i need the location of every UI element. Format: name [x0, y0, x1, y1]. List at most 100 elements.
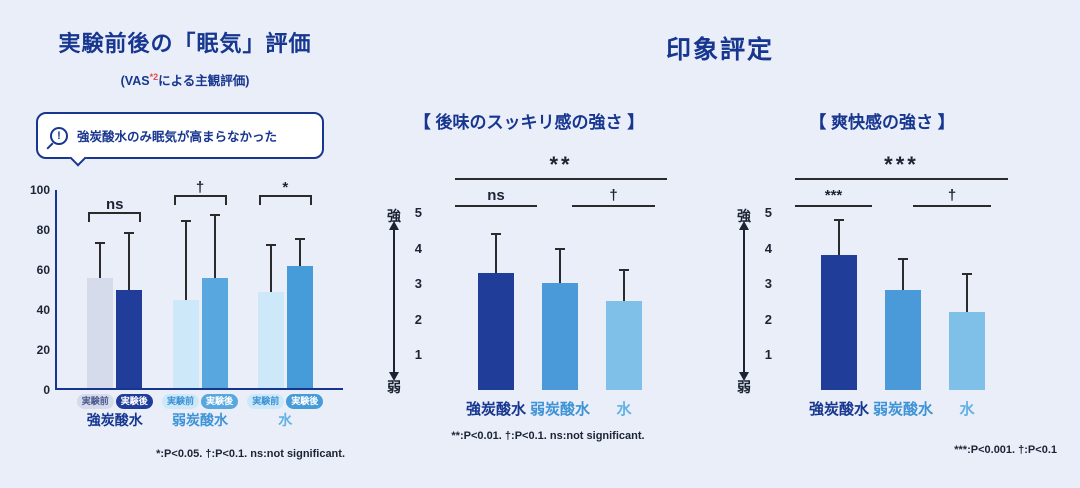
- category-label: 弱炭酸水: [172, 412, 228, 428]
- significance-label: ns: [105, 196, 124, 213]
- callout-box: ! 強炭酸水のみ眠気が高まらなかった: [36, 112, 324, 167]
- bar-column: [87, 190, 114, 388]
- bar-column: [286, 190, 313, 388]
- category-label: 強炭酸水: [808, 401, 870, 418]
- category-label: 水: [959, 401, 975, 418]
- y-tick-label: 100: [29, 183, 50, 197]
- bar: [201, 278, 228, 388]
- bar: [885, 290, 921, 390]
- significance-line: [455, 205, 537, 207]
- bar: [542, 283, 578, 390]
- category-label: 水: [278, 412, 293, 428]
- significance-label: †: [947, 187, 957, 204]
- y-label-strong: 強: [387, 208, 401, 224]
- y-tick-label: 20: [36, 343, 50, 357]
- error-bar: [184, 220, 187, 300]
- y-tick-label: 4: [414, 240, 422, 256]
- significance-label: ns: [487, 187, 505, 204]
- significance-bracket: *: [258, 180, 312, 205]
- y-tick-label: 1: [764, 347, 772, 363]
- error-bar: [99, 242, 102, 278]
- bar: [478, 272, 514, 390]
- strong-weak-arrow-icon: [393, 229, 395, 373]
- sleepiness-y-axis: 0 20 40 60 80 100: [18, 183, 50, 397]
- significance-line: [913, 205, 991, 207]
- series-pill: 実験前: [161, 394, 199, 409]
- category-label: 弱炭酸水: [872, 401, 934, 418]
- series-pill: 実験後: [115, 394, 153, 409]
- y-tick-label: 5: [414, 205, 422, 220]
- category-label: 水: [616, 401, 632, 418]
- error-bar: [269, 244, 272, 292]
- bar-column: 弱炭酸水: [530, 212, 590, 418]
- aftertaste-footnote: **:P<0.01. †:P<0.1. ns:not significant.: [451, 430, 645, 442]
- bar-group: ns 実験前 実験後 強炭酸水: [76, 190, 153, 428]
- sleepiness-chart-subtitle: (VAS*2による主観評価): [30, 70, 340, 89]
- bar-column: 強炭酸水: [466, 212, 526, 418]
- bar-column: [257, 190, 284, 388]
- y-tick-label: 1: [414, 347, 422, 363]
- y-tick-label: 5: [764, 205, 772, 220]
- significance-bracket: †: [173, 180, 227, 205]
- bar-column: 弱炭酸水: [873, 212, 933, 418]
- bar-column: [116, 190, 143, 388]
- series-pills: 実験前 実験後: [247, 394, 324, 409]
- significance-pair-right: †: [913, 186, 991, 207]
- y-axis: 1 2 3 4 5: [404, 205, 422, 390]
- significance-overall: **: [455, 152, 667, 180]
- significance-line: [572, 205, 655, 207]
- aftertaste-chart-title: 【 後味のスッキリ感の強さ 】: [413, 113, 645, 132]
- bar: [257, 292, 284, 388]
- error-bar: [966, 272, 968, 312]
- subtitle-prefix: (VAS: [120, 74, 150, 88]
- callout-text: 強炭酸水のみ眠気が高まらなかった: [77, 130, 278, 144]
- strong-weak-arrow-icon: [743, 229, 745, 373]
- sleepiness-chart-title: 実験前後の「眠気」評価: [58, 31, 312, 56]
- bar-column: 水: [606, 212, 642, 418]
- bar-column: 水: [949, 212, 985, 418]
- bar-group: † 実験前 実験後 弱炭酸水: [161, 180, 239, 428]
- error-bar: [559, 247, 561, 284]
- significance-label: †: [609, 187, 618, 204]
- series-pill: 実験前: [76, 394, 114, 409]
- y-label-strong: 強: [737, 208, 751, 224]
- refreshing-chart: 【 爽快感の強さ 】 強 弱 1 2 3 4 5 強炭酸水 弱炭酸水 水 *** *** †…: [728, 100, 1068, 470]
- significance-label: **: [549, 152, 573, 177]
- y-tick-label: 2: [764, 311, 772, 327]
- bar-column: [172, 190, 199, 388]
- error-bar: [623, 268, 625, 301]
- series-pills: 実験前 実験後: [161, 394, 239, 409]
- subtitle-footnote-marker: *2: [149, 71, 159, 82]
- y-tick-label: 4: [764, 240, 772, 256]
- error-bar: [838, 219, 840, 255]
- bar: [606, 301, 642, 390]
- series-pill: 実験後: [201, 394, 239, 409]
- bar: [116, 290, 143, 388]
- callout-tail: [69, 149, 87, 167]
- significance-label: *: [282, 179, 289, 196]
- magnifier-exclamation-icon: !: [50, 126, 68, 145]
- impression-section-title: 印象評定: [665, 36, 774, 64]
- y-tick-label: 3: [764, 276, 772, 292]
- refreshing-chart-title: 【 爽快感の強さ 】: [809, 113, 955, 132]
- plot: 強炭酸水 弱炭酸水 水: [793, 212, 1013, 418]
- series-pill: 実験前: [247, 394, 285, 409]
- bar: [286, 266, 313, 388]
- aftertaste-chart: 【 後味のスッキリ感の強さ 】 強 弱 1 2 3 4 5 強炭酸水 弱炭酸水 水 ** n…: [378, 100, 680, 470]
- bar-group: * 実験前 実験後水: [247, 180, 324, 428]
- error-bar: [213, 214, 216, 278]
- bar: [821, 254, 857, 390]
- significance-pair-left: ***: [795, 186, 872, 207]
- series-pill: 実験後: [286, 394, 324, 409]
- significance-label: ***: [884, 152, 919, 177]
- significance-line: [795, 205, 872, 207]
- error-bar: [128, 232, 131, 290]
- y-tick-label: 80: [36, 223, 50, 237]
- refreshing-footnote: ***:P<0.001. †:P<0.1: [954, 444, 1057, 456]
- category-label: 弱炭酸水: [529, 401, 591, 418]
- error-bar: [902, 258, 904, 291]
- y-label-weak: 弱: [387, 379, 401, 395]
- bar: [87, 278, 114, 388]
- error-bar: [298, 238, 301, 266]
